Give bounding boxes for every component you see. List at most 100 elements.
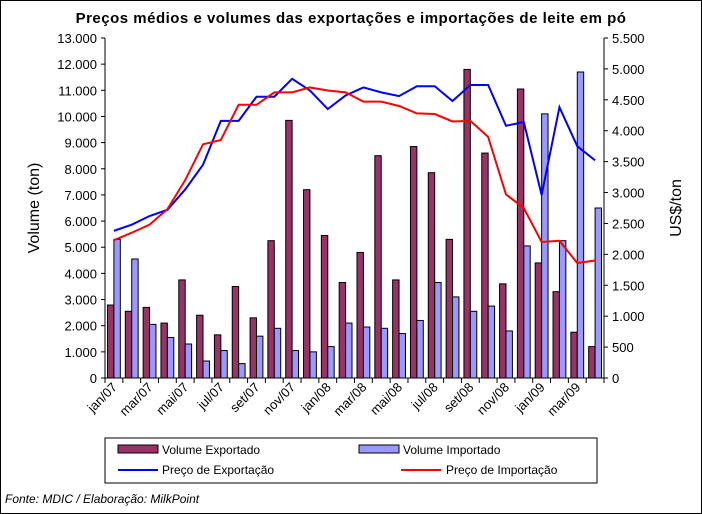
bar-volume-exported <box>552 291 560 379</box>
bar-volume-imported <box>184 343 193 379</box>
y-tick-label: 0 <box>90 371 97 386</box>
bar-volume-exported <box>213 334 222 379</box>
legend-box <box>104 437 598 484</box>
bar-volume-imported <box>291 350 300 379</box>
bar-volume-imported <box>380 327 389 379</box>
bar-volume-imported <box>238 363 246 379</box>
x-tick-label: mai/08 <box>367 380 405 418</box>
y-tick-label: 8.000 <box>64 162 97 177</box>
bar-volume-exported <box>196 314 204 379</box>
line-import-price <box>113 86 596 265</box>
y2-tick-label: 3.000 <box>612 186 645 201</box>
bar-volume-imported <box>220 350 228 379</box>
y2-tick-label: 1.000 <box>612 309 645 324</box>
y2-tick-label: 1.500 <box>612 278 645 293</box>
y2-tick-label: 5.000 <box>612 62 645 77</box>
x-tick-label: mar/08 <box>330 380 369 419</box>
bar-volume-exported <box>178 279 186 379</box>
bar-volume-exported <box>124 310 133 379</box>
y-tick-label: 13.000 <box>57 31 97 46</box>
bar-volume-imported <box>523 245 531 379</box>
y-tick-label: 11.000 <box>58 83 97 98</box>
bar-volume-imported <box>309 351 317 379</box>
y-tick-label: 1.000 <box>64 345 97 360</box>
bar-volume-exported <box>249 317 257 379</box>
bar-volume-exported <box>516 88 525 379</box>
bar-volume-exported <box>303 189 311 379</box>
bar-volume-imported <box>362 326 371 379</box>
legend-label-import-price: Preço de Importação <box>446 463 558 477</box>
bar-volume-imported <box>487 305 496 379</box>
y-tick-label: 7.000 <box>64 188 97 203</box>
bar-volume-imported <box>541 113 549 379</box>
legend-label-imported: Volume Importado <box>403 443 501 457</box>
x-tick-label: mar/07 <box>116 380 155 419</box>
bar-volume-imported <box>327 346 335 379</box>
bar-volume-exported <box>267 240 275 379</box>
line-export-price <box>113 77 596 232</box>
bar-volume-exported <box>463 68 471 379</box>
y2-tick-label: 2.000 <box>612 247 645 262</box>
chart: Preços médios e volumes das exportações … <box>26 10 685 484</box>
y-axis-label: Volume (ton) <box>26 163 43 254</box>
x-tick-label: set/08 <box>441 380 477 416</box>
x-tick-label: mar/09 <box>544 380 583 419</box>
bar-volume-exported <box>427 172 436 379</box>
y-tick-label: 5.000 <box>64 240 97 255</box>
legend-swatch-exported <box>117 444 159 454</box>
x-tick-label: nov/07 <box>260 380 298 418</box>
y-tick-label: 2.000 <box>64 319 97 334</box>
y2-tick-label: 2.500 <box>612 216 645 231</box>
bar-volume-exported <box>160 322 168 379</box>
x-tick-label: nov/08 <box>474 380 512 418</box>
y-tick-label: 4.000 <box>64 266 97 281</box>
bar-volume-exported <box>285 119 293 379</box>
x-tick-label: jan/08 <box>298 380 334 416</box>
y2-axis-label: US$/ton <box>668 179 685 237</box>
bar-volume-exported <box>481 152 489 379</box>
bar-volume-imported <box>452 296 460 379</box>
bar-volume-imported <box>469 310 478 379</box>
x-tick-label: jan/09 <box>511 380 547 416</box>
bar-volume-exported <box>534 262 543 379</box>
y2-tick-label: 0 <box>612 371 619 386</box>
legend-label-exported: Volume Exportado <box>162 443 260 457</box>
bar-volume-imported <box>434 282 442 379</box>
bar-volume-imported <box>558 240 567 379</box>
bar-volume-imported <box>113 238 121 379</box>
bar-volume-imported <box>166 336 175 379</box>
bar-volume-imported <box>131 258 139 379</box>
bar-volume-exported <box>338 282 347 379</box>
legend-swatch-imported <box>358 444 400 454</box>
source-footer: Fonte: MDIC / Elaboração: MilkPoint <box>5 492 200 506</box>
chart-title: Preços médios e volumes das exportações … <box>76 10 627 27</box>
x-tick-label: jul/08 <box>408 380 441 413</box>
bar-volume-exported <box>570 331 578 379</box>
bar-volume-exported <box>409 146 418 379</box>
bar-volume-imported <box>594 207 603 379</box>
x-tick-label: mai/07 <box>153 380 191 418</box>
bar-volume-exported <box>392 279 400 379</box>
bar-volume-exported <box>231 285 240 379</box>
y-tick-label: 3.000 <box>64 293 97 308</box>
bar-volume-imported <box>202 360 210 379</box>
x-tick-label: jul/07 <box>194 380 227 413</box>
bar-volume-imported <box>255 335 264 379</box>
bar-volume-exported <box>320 234 329 379</box>
bar-volume-exported <box>106 304 115 379</box>
bar-volume-imported <box>505 330 513 379</box>
bar-volume-exported <box>588 346 596 379</box>
bar-volume-exported <box>356 251 364 379</box>
y-tick-label: 10.000 <box>57 109 97 124</box>
legend: Volume Exportado Volume Importado Preço … <box>104 437 598 484</box>
bar-volume-exported <box>445 238 454 379</box>
bar-volume-exported <box>374 155 382 379</box>
bar-volume-exported <box>499 283 507 379</box>
bar-volume-imported <box>416 319 424 379</box>
y2-tick-label: 500 <box>612 340 634 355</box>
y2-tick-label: 4.500 <box>612 93 645 108</box>
bar-volume-imported <box>273 327 282 379</box>
bar-volume-imported <box>576 71 585 379</box>
y-tick-label: 6.000 <box>64 214 97 229</box>
